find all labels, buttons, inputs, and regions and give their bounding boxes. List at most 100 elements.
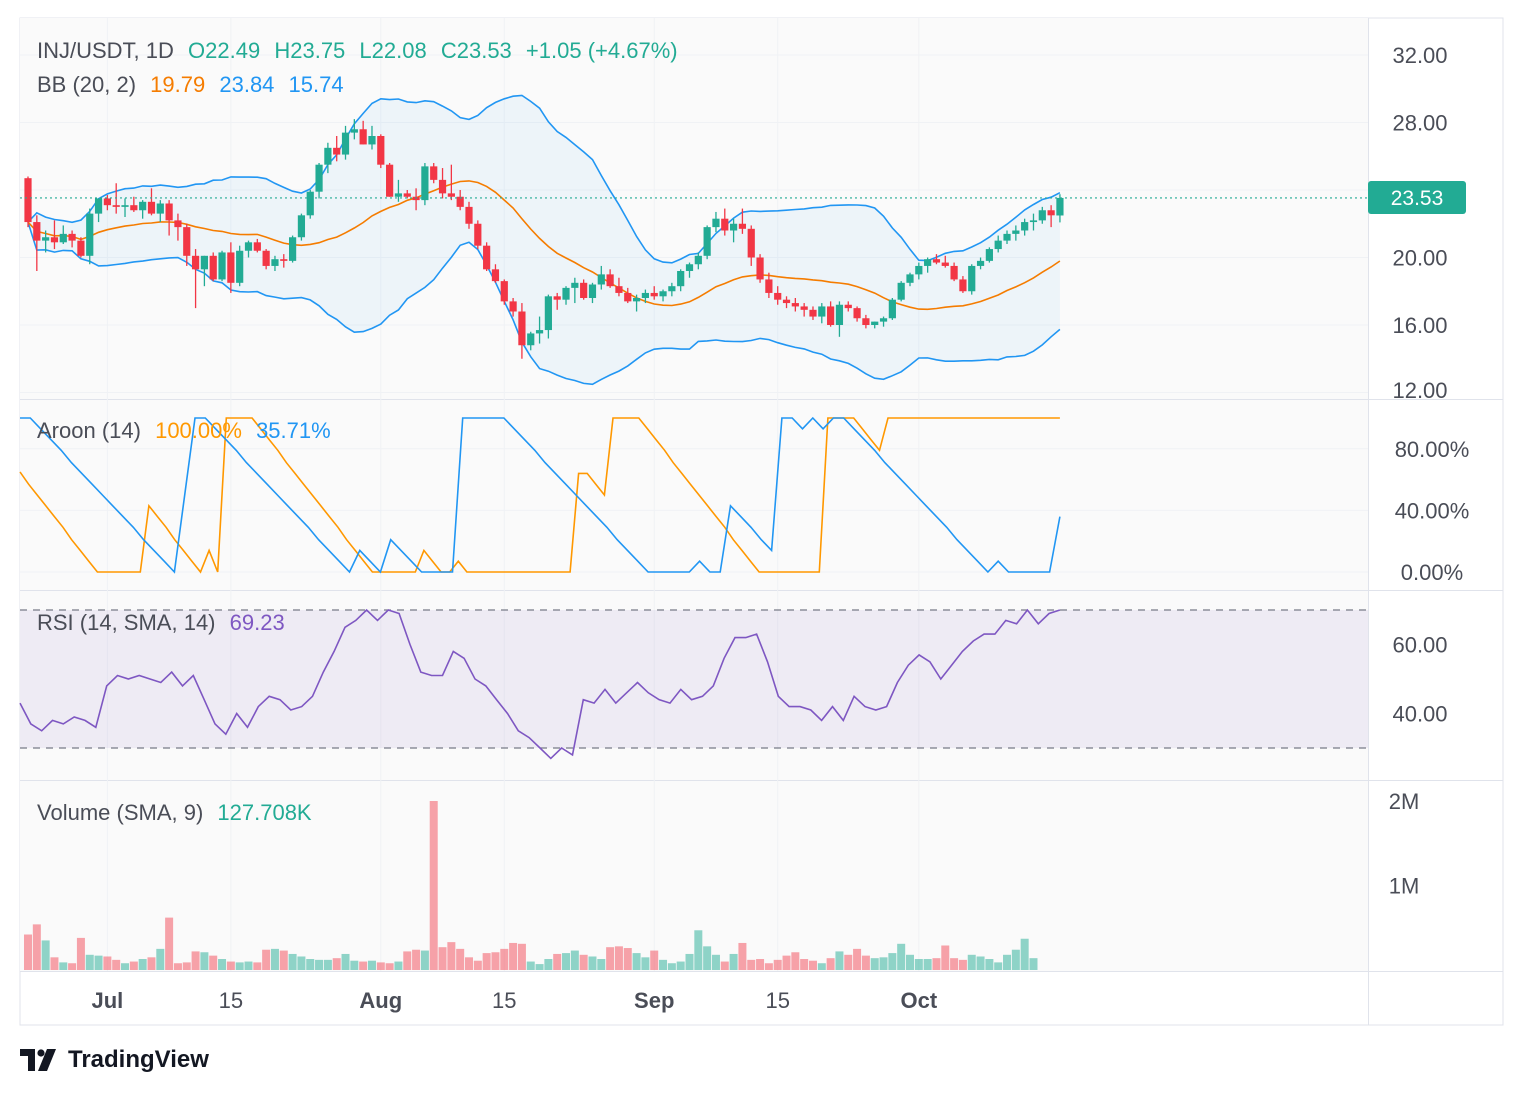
tradingview-brand-text: TradingView xyxy=(68,1046,209,1073)
candle-body xyxy=(491,269,500,282)
bb-legend[interactable]: BB (20, 2) 19.79 23.84 15.74 xyxy=(37,72,352,98)
candle-body xyxy=(333,147,341,155)
ohlc-high: H23.75 xyxy=(274,38,346,63)
candle-body xyxy=(306,191,314,216)
candle-body xyxy=(483,245,491,270)
time-axis-tick-label: Aug xyxy=(359,988,402,1013)
candle-body xyxy=(994,240,1002,250)
candle-body xyxy=(862,318,870,325)
volume-bar xyxy=(367,960,376,970)
candle-body xyxy=(500,281,508,302)
volume-bar xyxy=(394,961,403,970)
candle-body xyxy=(1029,220,1038,223)
candle-body xyxy=(1012,230,1020,234)
volume-bar xyxy=(597,959,606,970)
candle-body xyxy=(632,298,641,302)
candle-body xyxy=(68,233,76,241)
rsi-legend[interactable]: RSI (14, SMA, 14) 69.23 xyxy=(37,610,293,636)
volume-bar xyxy=(156,948,165,970)
volume-bar xyxy=(173,963,182,970)
time-axis-tick-label: Oct xyxy=(900,988,937,1013)
candle-body xyxy=(77,240,85,256)
candle-body xyxy=(641,292,649,298)
trading-chart[interactable]: 32.00 28.00 20.00 16.00 12.00 80.00% 40.00% 0.0… xyxy=(0,0,1524,1040)
last-price-badge: 23.53 xyxy=(1368,181,1466,214)
bb-label: BB (20, 2) xyxy=(37,72,137,97)
price-axis-tick-label: 28.00 xyxy=(1392,111,1447,136)
volume-value: 127.708K xyxy=(217,800,312,825)
volume-bar xyxy=(1011,949,1020,970)
volume-bar xyxy=(570,950,579,970)
candle-body xyxy=(280,259,288,261)
candle-body xyxy=(553,296,561,300)
volume-pane[interactable] xyxy=(20,781,1368,971)
candle-body xyxy=(888,299,896,319)
volume-legend[interactable]: Volume (SMA, 9) 127.708K xyxy=(37,800,320,826)
volume-bar xyxy=(332,958,341,970)
volume-bar xyxy=(861,955,870,970)
volume-bar xyxy=(200,952,209,970)
volume-bar xyxy=(209,955,218,970)
volume-bar xyxy=(306,959,315,970)
candle-body xyxy=(156,203,164,214)
candle-body xyxy=(139,201,147,211)
rsi-axis-tick-label: 40.00 xyxy=(1392,702,1447,727)
candle-body xyxy=(897,282,905,300)
candle-body xyxy=(359,129,367,145)
aroon-pane[interactable] xyxy=(20,400,1368,590)
candle-body xyxy=(827,306,835,325)
volume-bar xyxy=(288,953,297,970)
candle-body xyxy=(368,136,376,145)
candle-body xyxy=(871,321,879,325)
candle-body xyxy=(765,279,773,293)
tradingview-logo-icon xyxy=(20,1049,56,1071)
volume-bar xyxy=(438,947,447,970)
volume-bar xyxy=(138,959,147,970)
candle-body xyxy=(624,292,632,302)
aroon-legend[interactable]: Aroon (14) 100.00% 35.71% xyxy=(37,418,339,444)
rsi-label: RSI (14, SMA, 14) xyxy=(37,610,216,635)
volume-bar xyxy=(121,963,130,970)
candle-body xyxy=(1047,210,1055,216)
candle-body xyxy=(685,264,694,271)
volume-bar xyxy=(315,959,324,970)
candle-body xyxy=(959,279,967,292)
candle-body xyxy=(50,237,59,243)
aroon-layer xyxy=(19,416,1061,574)
tradingview-logo[interactable]: TradingView xyxy=(20,1046,209,1074)
volume-bar xyxy=(218,959,227,970)
volume-bar xyxy=(747,959,756,970)
volume-bar xyxy=(32,924,41,970)
candle-body xyxy=(456,196,464,207)
candle-body xyxy=(853,308,861,319)
grid-lines xyxy=(20,18,1368,971)
rsi-layer xyxy=(19,608,1368,760)
candle-body xyxy=(835,304,844,325)
volume-bar xyxy=(914,959,923,970)
candle-body xyxy=(394,193,403,197)
volume-bar xyxy=(703,946,712,970)
volume-bar xyxy=(85,954,94,970)
aroon-up-line xyxy=(19,417,1060,574)
volume-bar xyxy=(509,942,518,970)
candle-body xyxy=(721,218,729,231)
volume-bar xyxy=(297,956,306,970)
candle-body xyxy=(694,255,702,265)
volume-bar xyxy=(738,942,747,970)
bb-basis-line xyxy=(27,180,1061,311)
symbol-legend[interactable]: INJ/USDT, 1D O22.49 H23.75 L22.08 C23.53… xyxy=(37,38,686,64)
candle-body xyxy=(289,237,297,261)
last-price-badge-text: 23.53 xyxy=(1391,187,1444,210)
candle-body xyxy=(227,252,235,283)
volume-bar xyxy=(491,952,500,970)
volume-bar xyxy=(650,950,659,970)
volume-bar xyxy=(870,958,879,970)
candle-body xyxy=(791,303,799,307)
volume-bar xyxy=(800,959,809,970)
price-pane[interactable] xyxy=(20,18,1368,399)
volume-bar xyxy=(562,953,571,970)
volume-bar xyxy=(323,959,332,970)
volume-bar xyxy=(76,937,85,970)
candle-body xyxy=(244,242,253,251)
volume-bar xyxy=(729,953,738,970)
